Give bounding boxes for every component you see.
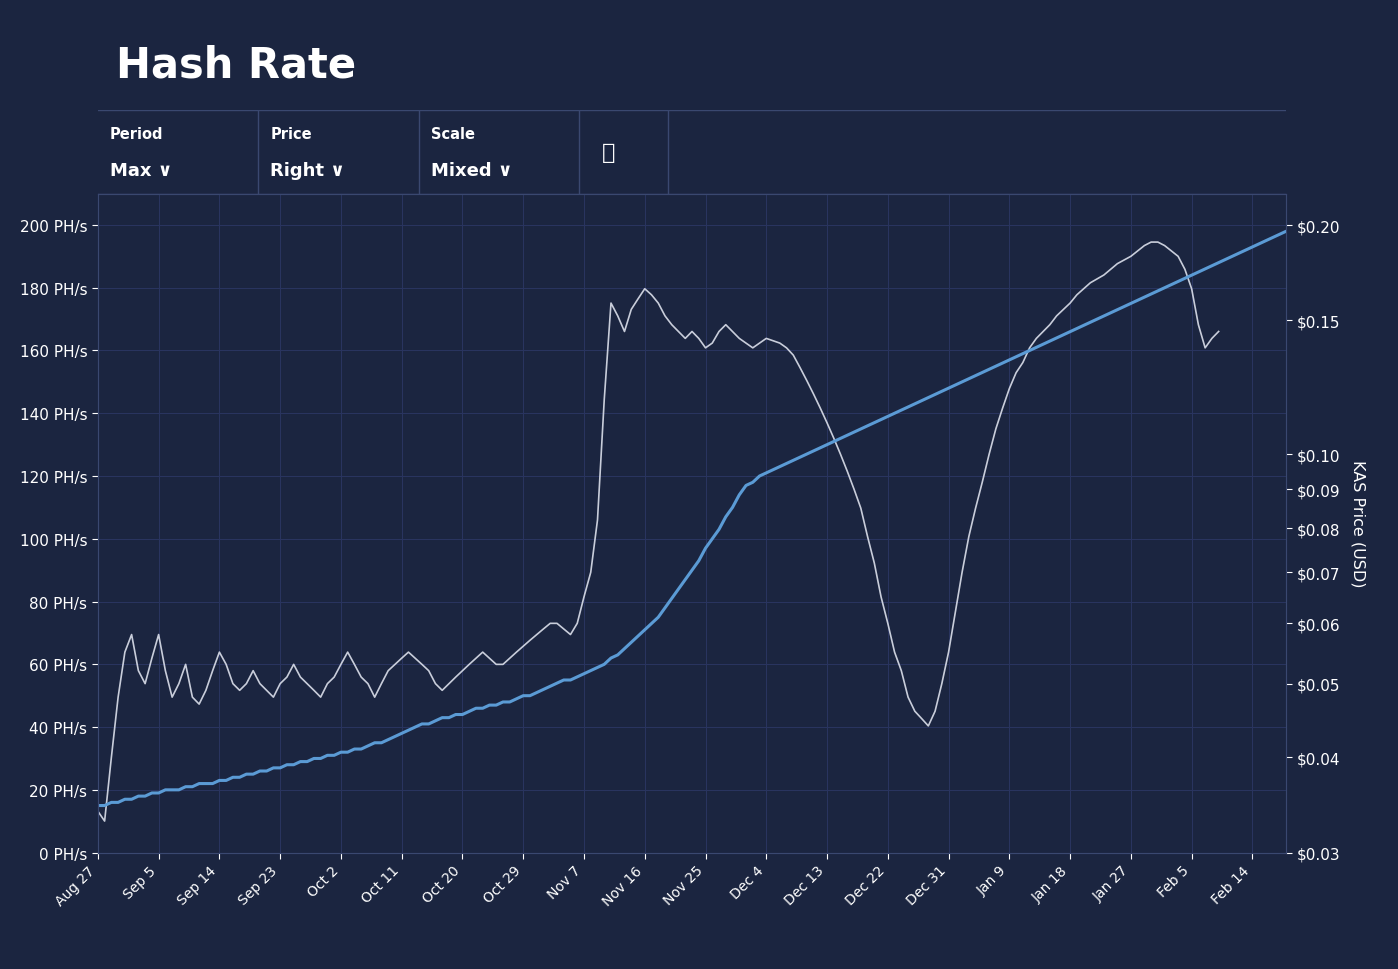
Text: Mixed ∨: Mixed ∨ [431, 162, 512, 180]
Text: ⤓: ⤓ [603, 142, 615, 163]
Text: Max ∨: Max ∨ [110, 162, 172, 180]
Y-axis label: KAS Price (USD): KAS Price (USD) [1350, 460, 1366, 587]
Text: Price: Price [270, 127, 312, 141]
Text: Hash Rate: Hash Rate [116, 45, 356, 86]
Text: Period: Period [110, 127, 164, 141]
Text: Right ∨: Right ∨ [270, 162, 345, 180]
Text: Scale: Scale [431, 127, 474, 141]
